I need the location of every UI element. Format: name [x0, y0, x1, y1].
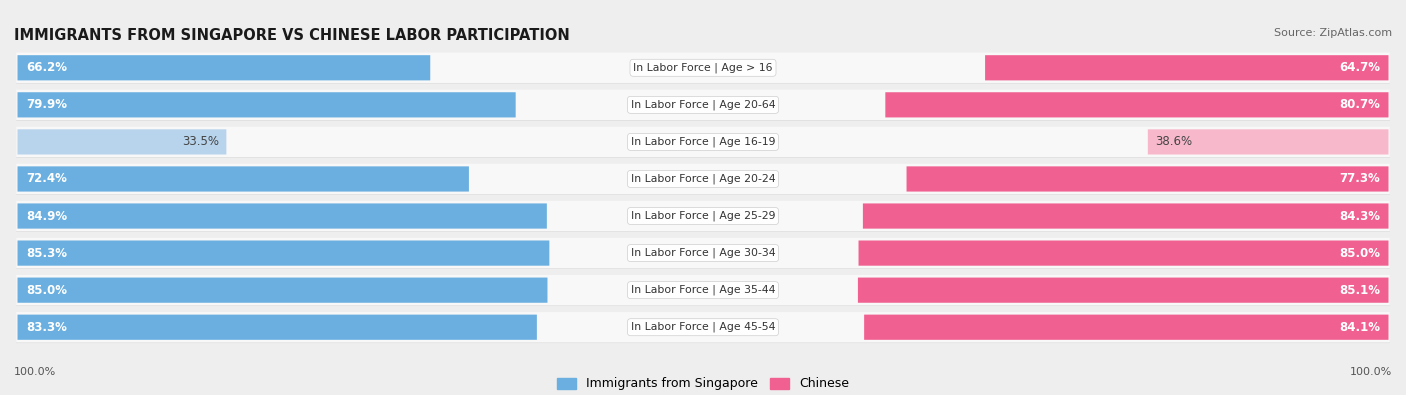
FancyBboxPatch shape — [17, 241, 550, 266]
Text: 84.3%: 84.3% — [1340, 209, 1381, 222]
Text: 100.0%: 100.0% — [1350, 367, 1392, 377]
Text: 85.3%: 85.3% — [25, 246, 66, 260]
FancyBboxPatch shape — [15, 90, 1391, 121]
Text: 77.3%: 77.3% — [1340, 173, 1381, 186]
Text: In Labor Force | Age 16-19: In Labor Force | Age 16-19 — [631, 137, 775, 147]
Text: In Labor Force | Age > 16: In Labor Force | Age > 16 — [633, 62, 773, 73]
FancyBboxPatch shape — [15, 164, 1391, 194]
Text: 84.9%: 84.9% — [25, 209, 67, 222]
Text: 85.1%: 85.1% — [1340, 284, 1381, 297]
Text: Source: ZipAtlas.com: Source: ZipAtlas.com — [1274, 28, 1392, 38]
FancyBboxPatch shape — [15, 127, 1391, 158]
FancyBboxPatch shape — [17, 166, 470, 192]
FancyBboxPatch shape — [17, 129, 226, 154]
FancyBboxPatch shape — [859, 241, 1389, 266]
FancyBboxPatch shape — [17, 278, 547, 303]
Text: In Labor Force | Age 25-29: In Labor Force | Age 25-29 — [631, 211, 775, 221]
Text: 79.9%: 79.9% — [25, 98, 66, 111]
FancyBboxPatch shape — [15, 53, 1391, 83]
FancyBboxPatch shape — [17, 55, 430, 81]
Text: In Labor Force | Age 45-54: In Labor Force | Age 45-54 — [631, 322, 775, 333]
Text: IMMIGRANTS FROM SINGAPORE VS CHINESE LABOR PARTICIPATION: IMMIGRANTS FROM SINGAPORE VS CHINESE LAB… — [14, 28, 569, 43]
FancyBboxPatch shape — [17, 314, 537, 340]
FancyBboxPatch shape — [865, 314, 1389, 340]
FancyBboxPatch shape — [15, 201, 1391, 232]
FancyBboxPatch shape — [17, 203, 547, 229]
Text: 72.4%: 72.4% — [25, 173, 66, 186]
Text: In Labor Force | Age 35-44: In Labor Force | Age 35-44 — [631, 285, 775, 295]
FancyBboxPatch shape — [15, 239, 1391, 269]
FancyBboxPatch shape — [863, 203, 1389, 229]
Text: In Labor Force | Age 20-24: In Labor Force | Age 20-24 — [631, 174, 775, 184]
Text: 100.0%: 100.0% — [14, 367, 56, 377]
Text: 85.0%: 85.0% — [1340, 246, 1381, 260]
FancyBboxPatch shape — [15, 312, 1391, 342]
Text: 33.5%: 33.5% — [183, 135, 219, 149]
Legend: Immigrants from Singapore, Chinese: Immigrants from Singapore, Chinese — [553, 372, 853, 395]
FancyBboxPatch shape — [15, 238, 1391, 268]
FancyBboxPatch shape — [15, 201, 1391, 231]
Text: 84.1%: 84.1% — [1340, 321, 1381, 334]
Text: In Labor Force | Age 20-64: In Labor Force | Age 20-64 — [631, 100, 775, 110]
FancyBboxPatch shape — [986, 55, 1389, 81]
Text: 85.0%: 85.0% — [25, 284, 66, 297]
FancyBboxPatch shape — [1147, 129, 1389, 154]
FancyBboxPatch shape — [15, 53, 1391, 84]
Text: 66.2%: 66.2% — [25, 61, 66, 74]
FancyBboxPatch shape — [886, 92, 1389, 117]
Text: 80.7%: 80.7% — [1340, 98, 1381, 111]
Text: In Labor Force | Age 30-34: In Labor Force | Age 30-34 — [631, 248, 775, 258]
FancyBboxPatch shape — [858, 278, 1389, 303]
FancyBboxPatch shape — [907, 166, 1389, 192]
FancyBboxPatch shape — [15, 164, 1391, 195]
Text: 64.7%: 64.7% — [1340, 61, 1381, 74]
Text: 83.3%: 83.3% — [25, 321, 66, 334]
FancyBboxPatch shape — [15, 313, 1391, 343]
FancyBboxPatch shape — [17, 92, 516, 117]
FancyBboxPatch shape — [15, 276, 1391, 306]
FancyBboxPatch shape — [15, 127, 1391, 157]
FancyBboxPatch shape — [15, 90, 1391, 120]
Text: 38.6%: 38.6% — [1154, 135, 1192, 149]
FancyBboxPatch shape — [15, 275, 1391, 305]
